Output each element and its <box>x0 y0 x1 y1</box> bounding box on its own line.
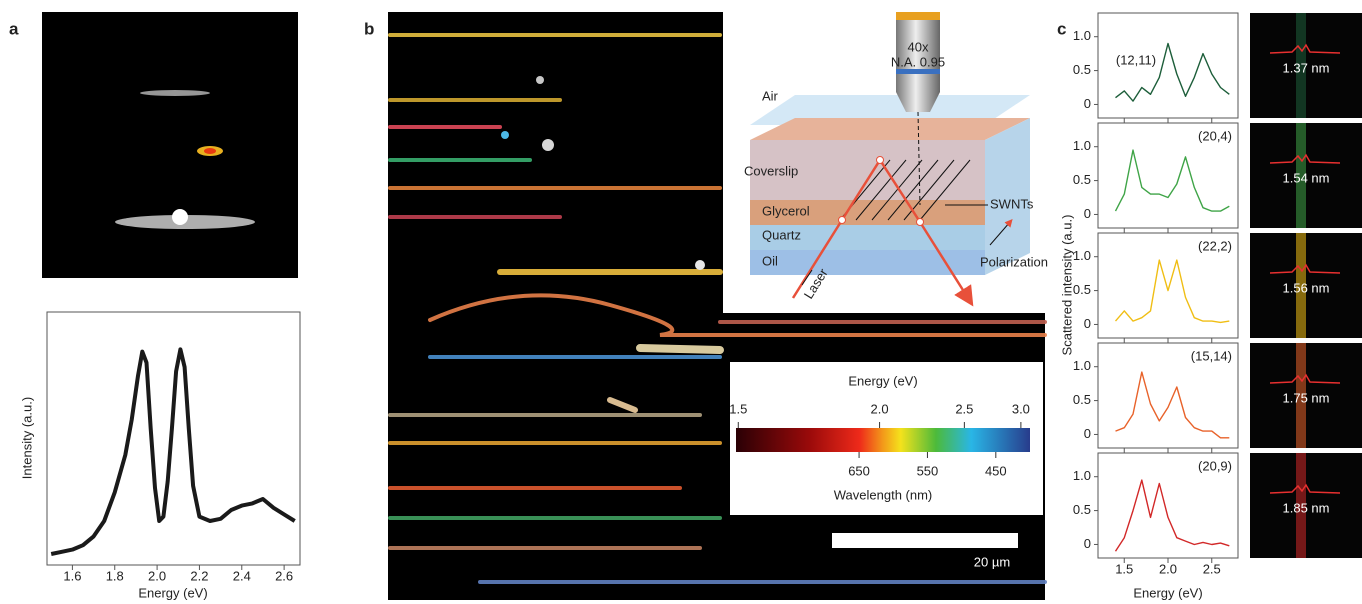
diameter-label: 1.37 nm <box>1283 60 1330 75</box>
y-tick-label: 1.0 <box>1073 28 1091 43</box>
y-tick-label: 1.0 <box>1073 468 1091 483</box>
y-tick-label: 0.5 <box>1073 172 1091 187</box>
x-axis-label: Energy (eV) <box>138 585 207 600</box>
panel-label: c <box>1057 19 1066 38</box>
y-tick-label: 0.5 <box>1073 502 1091 517</box>
layer-label: Quartz <box>762 227 801 242</box>
y-tick-label: 0.5 <box>1073 392 1091 407</box>
chirality-label: (12,11) <box>1116 52 1156 67</box>
diameter-label: 1.75 nm <box>1283 390 1330 405</box>
layer-label: Air <box>762 88 779 103</box>
colorbar-title: Energy (eV) <box>848 373 917 388</box>
x-tick-label: 1.8 <box>106 568 124 583</box>
colorbar-tick-label: 450 <box>985 463 1007 478</box>
plot-frame <box>47 312 300 565</box>
x-tick-label: 1.6 <box>63 568 81 583</box>
x-tick-label: 2.5 <box>1203 561 1221 576</box>
y-tick-label: 0 <box>1084 96 1091 111</box>
swnt-label: SWNTs <box>990 196 1034 211</box>
y-tick-label: 0 <box>1084 426 1091 441</box>
colorbar-title: Wavelength (nm) <box>834 487 933 502</box>
chirality-label: (22,2) <box>1198 238 1232 253</box>
y-axis-label: Intensity (a.u.) <box>19 397 34 479</box>
chirality-label: (20,9) <box>1198 458 1232 473</box>
x-tick-label: 2.4 <box>233 568 251 583</box>
image-a <box>42 12 298 278</box>
y-tick-label: 0.5 <box>1073 62 1091 77</box>
panel-label: b <box>364 19 374 38</box>
scale-bar-label: 20 µm <box>974 554 1010 569</box>
figure: 20 µm a b c 40x N.A. 0.95 Air Coverslip … <box>0 0 1362 604</box>
x-tick-label: 2.2 <box>190 568 208 583</box>
objective-label: N.A. 0.95 <box>891 54 945 69</box>
colorbar-tick-label: 650 <box>848 463 870 478</box>
objective-label: 40x <box>908 39 929 54</box>
panel-label: a <box>9 19 19 38</box>
colorbar-tick-label: 2.0 <box>871 401 889 416</box>
layer-label: Coverslip <box>744 163 798 178</box>
y-tick-label: 1.0 <box>1073 358 1091 373</box>
diameter-label: 1.85 nm <box>1283 500 1330 515</box>
x-tick-label: 1.5 <box>1115 561 1133 576</box>
y-tick-label: 1.0 <box>1073 248 1091 263</box>
x-tick-label: 2.0 <box>1159 561 1177 576</box>
x-tick-label: 2.6 <box>275 568 293 583</box>
diameter-label: 1.56 nm <box>1283 280 1330 295</box>
chirality-label: (15,14) <box>1191 348 1232 363</box>
y-tick-label: 0.5 <box>1073 282 1091 297</box>
diameter-label: 1.54 nm <box>1283 170 1330 185</box>
y-tick-label: 0 <box>1084 206 1091 221</box>
polarization-label: Polarization <box>980 254 1048 269</box>
x-tick-label: 2.0 <box>148 568 166 583</box>
colorbar <box>736 428 1030 452</box>
colorbar-tick-label: 550 <box>917 463 939 478</box>
colorbar-tick-label: 3.0 <box>1012 401 1030 416</box>
y-tick-label: 0 <box>1084 536 1091 551</box>
y-tick-label: 0 <box>1084 316 1091 331</box>
scale-bar <box>832 533 1018 548</box>
colorbar-tick-label: 2.5 <box>955 401 973 416</box>
chirality-label: (20,4) <box>1198 128 1232 143</box>
colorbar-tick-label: 1.5 <box>729 401 747 416</box>
layer-label: Oil <box>762 253 778 268</box>
y-tick-label: 1.0 <box>1073 138 1091 153</box>
x-axis-label: Energy (eV) <box>1133 585 1202 600</box>
layer-label: Glycerol <box>762 203 810 218</box>
